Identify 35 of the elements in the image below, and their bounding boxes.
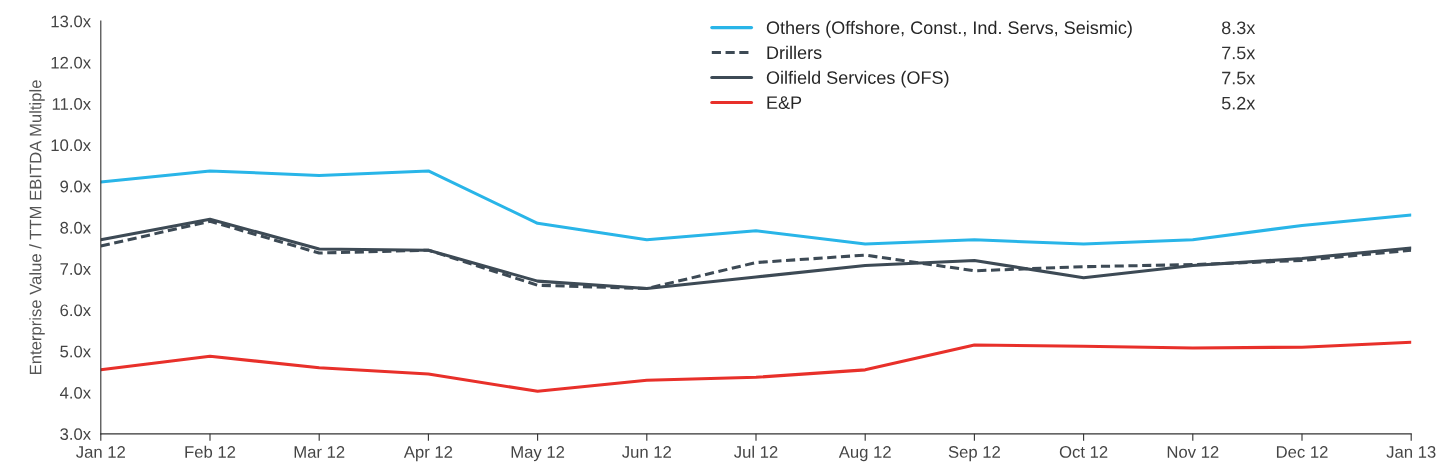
x-tick-label: Mar 12 — [294, 446, 345, 458]
y-axis-title: Enterprise Value / TTM EBITDA Multiple — [29, 80, 45, 374]
legend-label: Drillers — [767, 45, 822, 60]
line-series — [100, 169, 1412, 246]
x-tick-label: Apr 12 — [403, 446, 453, 462]
y-tick-label: 3.0x — [60, 428, 91, 441]
annotation: 5.2x — [1221, 96, 1256, 110]
legend-label: E&P — [767, 96, 802, 109]
x-tick-label: Jan 13 — [1386, 446, 1436, 458]
y-tick-label: 10.0x — [51, 139, 91, 152]
x-tick-label: Sep 12 — [948, 446, 1000, 462]
annotation: 7.5x — [1222, 71, 1256, 85]
y-tick-label: 13.0x — [51, 15, 91, 28]
y-tick-label: 12.0x — [51, 56, 91, 69]
x-tick-label: Oct 12 — [1059, 446, 1108, 458]
annotation: 7.5x — [1222, 46, 1256, 60]
legend-label: Others (Offshore, Const., Ind. Servs, Seismic) — [766, 20, 1132, 38]
x-tick-label: Aug 12 — [838, 446, 891, 462]
legend-label: Oilfield Services (OFS) — [766, 70, 949, 88]
y-tick-label: 6.0x — [60, 304, 91, 317]
x-tick-label: Jan 12 — [76, 446, 125, 458]
y-tick-label: 7.0x — [60, 263, 91, 275]
y-tick-label: 8.0x — [60, 221, 91, 234]
x-tick-label: Jul 12 — [734, 445, 778, 458]
x-tick-label: Dec 12 — [1276, 446, 1328, 458]
x-tick-label: May 12 — [511, 446, 565, 462]
y-tick-label: 5.0x — [60, 345, 91, 358]
y-tick-label: 11.0x — [52, 98, 91, 110]
line-series — [100, 340, 1412, 393]
x-tick-label: Nov 12 — [1167, 446, 1219, 458]
annotation: 8.3x — [1221, 21, 1256, 35]
y-tick-label: 9.0x — [60, 180, 91, 193]
x-tick-label: Jun 12 — [622, 446, 671, 458]
y-tick-label: 4.0x — [59, 386, 91, 399]
x-tick-label: Feb 12 — [185, 445, 236, 458]
